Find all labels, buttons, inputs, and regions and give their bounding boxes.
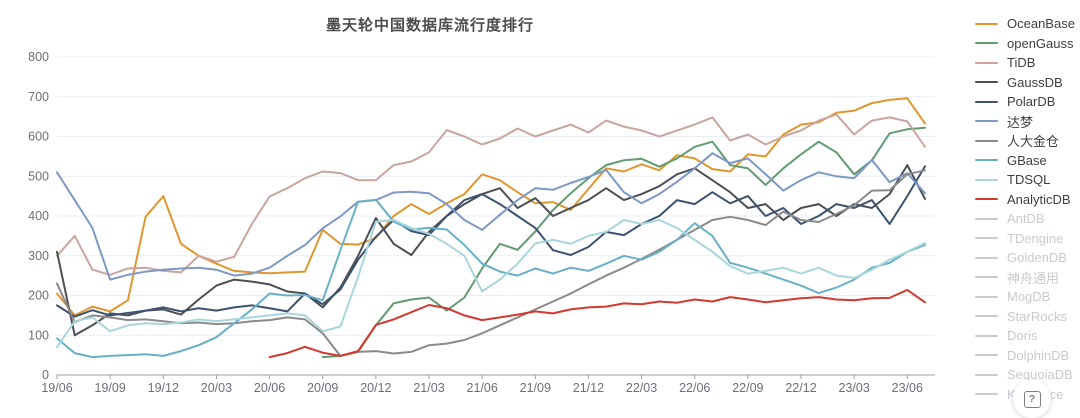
series-line-GBase <box>56 198 926 359</box>
x-tick-label: 20/03 <box>201 381 232 395</box>
legend-swatch <box>975 256 998 259</box>
legend-swatch <box>975 373 998 376</box>
legend-swatch <box>975 61 998 64</box>
legend-swatch <box>975 393 998 396</box>
y-tick-label: 600 <box>28 130 49 144</box>
series-line-AnalyticDB <box>268 288 926 359</box>
legend-swatch <box>975 178 998 181</box>
legend-swatch <box>975 198 998 201</box>
legend-swatch <box>975 100 998 103</box>
legend-swatch <box>975 334 998 337</box>
legend-item-AntDB[interactable]: AntDB <box>975 209 1080 229</box>
series-line-openGauss <box>321 126 926 359</box>
legend-item-Doris[interactable]: Doris <box>975 326 1080 346</box>
x-tick-label: 22/06 <box>679 381 710 395</box>
series-line-GaussDB <box>56 164 926 337</box>
chart-title: 墨天轮中国数据库流行度排行 <box>325 17 534 34</box>
legend-swatch <box>975 81 998 84</box>
legend-label: GaussDB <box>1007 74 1063 90</box>
legend-item-达梦[interactable]: 达梦 <box>975 112 1080 132</box>
legend-label: MogDB <box>1007 289 1051 305</box>
question-icon: ? <box>1023 390 1041 408</box>
legend-label: AnalyticDB <box>1007 191 1071 207</box>
legend-label: 神舟通用 <box>1007 270 1060 286</box>
x-tick-label: 23/03 <box>839 381 870 395</box>
series-line-PolarDB <box>56 165 926 318</box>
legend-item-OceanBase[interactable]: OceanBase <box>975 14 1080 34</box>
legend-item-GaussDB[interactable]: GaussDB <box>975 73 1080 93</box>
legend-label: DolphinDB <box>1007 347 1070 363</box>
x-tick-label: 20/06 <box>254 381 285 395</box>
legend-item-openGauss[interactable]: openGauss <box>975 34 1080 54</box>
legend-swatch <box>975 295 998 298</box>
x-tick-label: 22/03 <box>626 381 657 395</box>
x-tick-label: 19/09 <box>95 381 126 395</box>
help-button[interactable]: ? <box>1013 380 1051 418</box>
y-tick-label: 100 <box>28 328 49 342</box>
legend-label: StarRocks <box>1007 308 1067 324</box>
y-tick-label: 700 <box>28 90 49 104</box>
series-line-达梦 <box>56 152 926 281</box>
legend-label: openGauss <box>1007 35 1074 51</box>
x-tick-label: 19/12 <box>148 381 179 395</box>
legend-swatch <box>975 120 998 123</box>
x-tick-label: 21/06 <box>467 381 498 395</box>
legend-label: GBase <box>1007 152 1047 168</box>
legend-item-MogDB[interactable]: MogDB <box>975 287 1080 307</box>
legend-label: TiDB <box>1007 55 1036 71</box>
series-line-TDSQL <box>56 219 926 349</box>
legend-label: SequoiaDB <box>1007 367 1073 383</box>
legend-item-神舟通用[interactable]: 神舟通用 <box>975 268 1080 288</box>
x-tick-label: 21/03 <box>413 381 444 395</box>
legend-swatch <box>975 22 998 25</box>
legend-label: 人大金仓 <box>1007 134 1060 150</box>
legend: OceanBase openGauss TiDB GaussDB PolarDB 达梦人大… <box>975 14 1080 414</box>
legend-item-TiDB[interactable]: TiDB <box>975 53 1080 73</box>
legend-item-GoldenDB[interactable]: GoldenDB <box>975 248 1080 268</box>
x-tick-label: 19/06 <box>41 381 72 395</box>
legend-label: 达梦 <box>1007 114 1034 130</box>
series-line-TiDB <box>56 113 926 276</box>
y-tick-label: 200 <box>28 289 49 303</box>
legend-item-TDSQL[interactable]: TDSQL <box>975 170 1080 190</box>
x-tick-label: 22/12 <box>785 381 816 395</box>
x-tick-label: 22/09 <box>732 381 763 395</box>
legend-swatch <box>975 159 998 162</box>
legend-item-SequoiaDB[interactable]: SequoiaDB <box>975 365 1080 385</box>
y-tick-label: 300 <box>28 249 49 263</box>
y-tick-label: 800 <box>28 50 49 64</box>
legend-swatch <box>975 42 998 45</box>
x-tick-label: 23/06 <box>892 381 923 395</box>
legend-item-AnalyticDB[interactable]: AnalyticDB <box>975 190 1080 210</box>
x-tick-label: 21/09 <box>520 381 551 395</box>
legend-item-人大金仓[interactable]: 人大金仓 <box>975 131 1080 151</box>
legend-label: TDengine <box>1007 230 1064 246</box>
legend-label: PolarDB <box>1007 94 1056 110</box>
legend-swatch <box>975 315 998 318</box>
legend-swatch <box>975 217 998 220</box>
y-tick-label: 400 <box>28 209 49 223</box>
legend-label: TDSQL <box>1007 172 1051 188</box>
legend-swatch <box>975 276 998 279</box>
legend-label: GoldenDB <box>1007 250 1067 266</box>
y-tick-label: 0 <box>42 368 49 382</box>
legend-swatch <box>975 139 998 142</box>
legend-label: Doris <box>1007 328 1038 344</box>
legend-label: OceanBase <box>1007 16 1075 32</box>
x-tick-label: 20/09 <box>307 381 338 395</box>
legend-swatch <box>975 237 998 240</box>
legend-swatch <box>975 354 998 357</box>
x-tick-label: 20/12 <box>360 381 391 395</box>
series-line-人大金仓 <box>56 169 926 357</box>
y-tick-label: 500 <box>28 169 49 183</box>
legend-item-TDengine[interactable]: TDengine <box>975 229 1080 249</box>
legend-item-PolarDB[interactable]: PolarDB <box>975 92 1080 112</box>
x-tick-label: 21/12 <box>573 381 604 395</box>
legend-item-GBase[interactable]: GBase <box>975 151 1080 171</box>
legend-label: AntDB <box>1007 211 1045 227</box>
legend-item-StarRocks[interactable]: StarRocks <box>975 307 1080 327</box>
legend-item-DolphinDB[interactable]: DolphinDB <box>975 346 1080 366</box>
